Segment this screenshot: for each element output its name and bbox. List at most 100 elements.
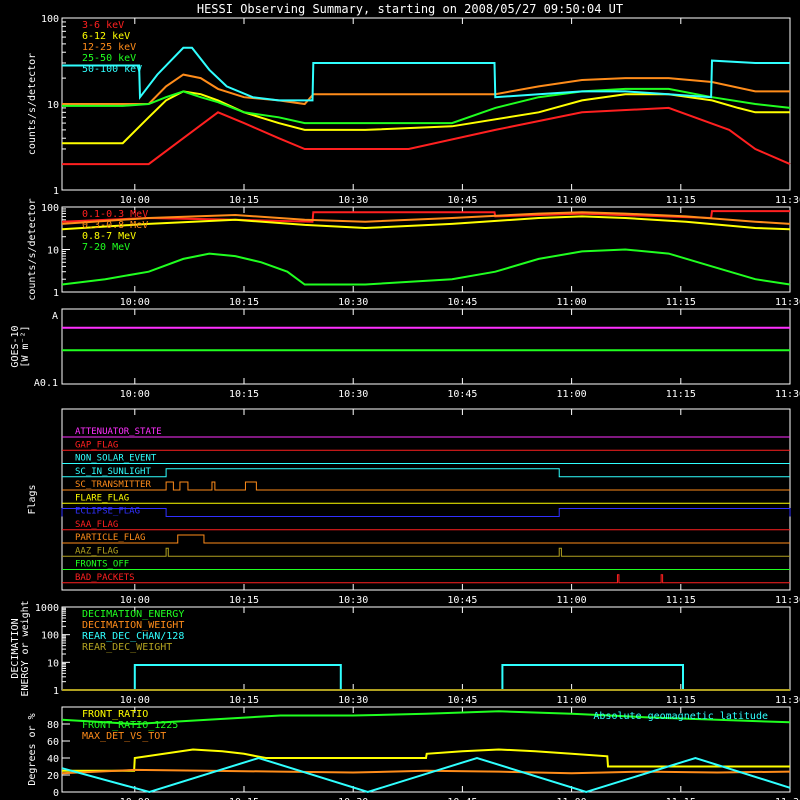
x-tick-label: 10:00 — [120, 695, 150, 706]
x-tick-label: 11:30 — [775, 595, 800, 606]
flag-line — [62, 574, 790, 584]
legend-entry: REAR_DEC_WEIGHT — [82, 642, 172, 653]
panel-frame — [61, 308, 791, 385]
legend-entry: FRONT_RATIO — [82, 709, 148, 720]
x-tick-label: 10:00 — [120, 797, 150, 800]
y-axis-label: counts/s/detector — [27, 53, 38, 155]
x-tick-label: 10:15 — [229, 297, 259, 308]
y-tick-label: 80 — [47, 720, 59, 731]
series-line — [61, 215, 791, 231]
panel-lightcurves-low: 10:00 10:15 10:30 10:45 11:00 11:15 11:30 1 10 10… — [27, 14, 800, 206]
x-tick-label: 10:15 — [229, 389, 259, 400]
y-axis-label: Flags — [27, 484, 38, 514]
x-tick-label: 10:00 — [120, 195, 150, 206]
annotation-label: Absolute geomagnetic latitude — [593, 711, 768, 722]
panel-frame — [61, 408, 791, 591]
x-tick-label: 10:15 — [229, 797, 259, 800]
y-tick-label: 1 — [53, 186, 59, 197]
flag-line — [62, 481, 790, 491]
flag-line — [62, 534, 790, 544]
flag-line — [62, 468, 790, 478]
x-tick-label: 11:15 — [666, 797, 696, 800]
series-line — [62, 90, 790, 145]
flag-label: SC_IN_SUNLIGHT — [75, 467, 151, 477]
y-tick-label: 1 — [53, 288, 59, 299]
flag-label: FLARE_FLAG — [75, 493, 129, 503]
flag-label: AAZ_FLAG — [75, 546, 118, 556]
flag-label: SC_TRANSMITTER — [75, 480, 151, 490]
panel-frame — [61, 706, 791, 793]
x-tick-label: 10:30 — [338, 595, 368, 606]
legend-entry: 50-100 keV — [82, 64, 142, 75]
x-tick-label: 10:30 — [338, 297, 368, 308]
x-tick-label: 10:45 — [447, 195, 477, 206]
flag-line — [61, 508, 791, 517]
x-tick-label: 10:45 — [447, 595, 477, 606]
x-tick-label: 10:00 — [120, 595, 150, 606]
x-tick-label: 11:15 — [666, 195, 696, 206]
flag-label: PARTICLE_FLAG — [75, 533, 145, 543]
x-tick-label: 11:15 — [666, 389, 696, 400]
x-tick-label: 10:00 — [120, 389, 150, 400]
legend-entry: 3-6 keV — [82, 20, 124, 31]
y-tick-label: 10 — [47, 658, 59, 669]
x-tick-label: 10:00 — [120, 297, 150, 308]
x-tick-label: 11:00 — [557, 595, 587, 606]
x-tick-label: 11:00 — [557, 297, 587, 308]
flag-label: SAA_FLAG — [75, 520, 118, 530]
x-tick-label: 10:45 — [447, 297, 477, 308]
legend-entry: DECIMATION_WEIGHT — [82, 620, 184, 631]
x-tick-label: 10:45 — [447, 389, 477, 400]
y-tick-label: 100 — [41, 631, 59, 642]
flag-label: ATTENUATOR_STATE — [75, 427, 162, 437]
x-tick-label: 10:30 — [338, 695, 368, 706]
x-tick-label: 11:30 — [775, 695, 800, 706]
panels: 10:0010:1510:3010:4511:0011:1511:3011010… — [10, 14, 800, 800]
series-line — [61, 710, 791, 726]
flag-label: FRONTS_OFF — [75, 560, 129, 570]
legend-entry: 12-25 keV — [82, 42, 136, 53]
legend-entry: 0.1-0.3 MeV — [82, 209, 148, 220]
legend-entry: 6-12 keV — [82, 31, 130, 42]
series-line — [62, 87, 791, 125]
y-tick-label: 60 — [47, 737, 59, 748]
series-line — [61, 248, 791, 286]
x-tick-label: 11:15 — [666, 595, 696, 606]
series-line — [62, 106, 791, 166]
legend-entry: REAR_DEC_CHAN/128 — [82, 631, 184, 642]
x-tick-label: 11:15 — [666, 695, 696, 706]
legend-entry: 7-20 MeV — [82, 242, 130, 253]
series-line — [62, 46, 790, 102]
legend-entry: FRONT_RATIO_1225 — [82, 720, 178, 731]
y-tick-label: A0.1 — [34, 378, 58, 389]
legend-entry: 0.8-7 MeV — [82, 231, 136, 242]
panel-flags: 10:00 10:15 10:30 10:45 11:00 11:15 11:30 Flags… — [27, 408, 800, 606]
x-tick-label: 10:30 — [338, 797, 368, 800]
panel-decimation: 10:00 10:15 10:30 10:45 11:00 11:15 11:30 1 10 10… — [10, 600, 800, 706]
x-tick-label: 11:30 — [775, 195, 800, 206]
x-tick-label: 11:00 — [557, 389, 587, 400]
x-tick-label: 10:45 — [447, 695, 477, 706]
x-tick-label: 11:30 — [775, 797, 800, 800]
series-line — [62, 748, 790, 772]
y-axis-label: ENERGY or weight — [20, 600, 31, 696]
x-tick-label: 10:15 — [229, 695, 259, 706]
flag-label: BAD_PACKETS — [75, 573, 135, 583]
x-tick-label: 10:45 — [447, 797, 477, 800]
x-tick-label: 11:00 — [557, 695, 587, 706]
x-tick-label: 10:15 — [229, 595, 259, 606]
x-tick-label: 11:15 — [666, 297, 696, 308]
chart-title: HESSI Observing Summary, starting on 200… — [197, 2, 623, 16]
x-tick-label: 10:15 — [229, 195, 259, 206]
legend-entry: 25-50 keV — [82, 53, 136, 64]
legend-entry: MAX_DET_VS_TOT — [82, 731, 166, 742]
y-axis-label: GOES-10 — [10, 325, 21, 367]
x-tick-label: 11:00 — [557, 797, 587, 800]
y-tick-label: 20 — [47, 771, 59, 782]
x-tick-label: 10:30 — [338, 389, 368, 400]
y-axis-label: DECIMATION — [10, 618, 21, 678]
y-tick-label: 100 — [41, 14, 59, 25]
panel-geomagnetic: 10:00 10:15 10:30 10:45 11:00 11:15 11:30 0 20 40… — [27, 706, 800, 800]
panel-goes: 10:00 10:15 10:30 10:45 11:00 11:15 11:30 A A0.1… — [10, 308, 800, 400]
